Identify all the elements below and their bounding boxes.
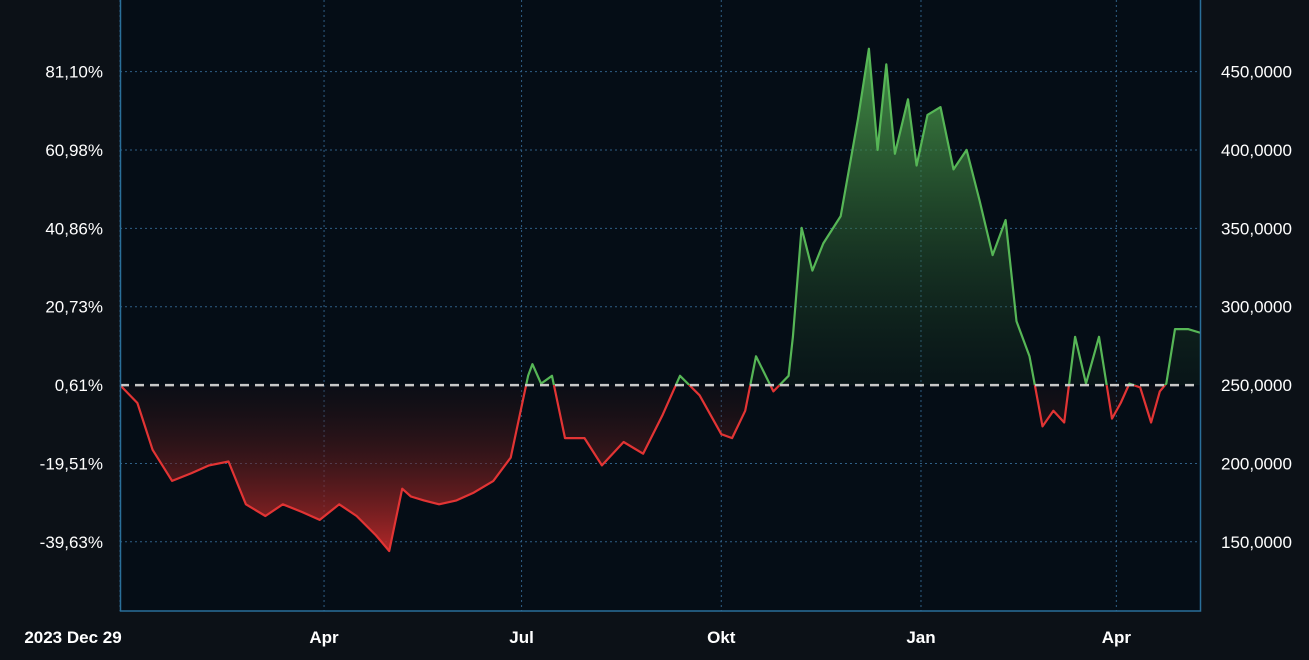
x-axis-tick-label: 2023 Dec 29: [24, 628, 121, 647]
right-axis-tick-label: 250,0000: [1221, 376, 1292, 395]
right-axis-tick-label: 300,0000: [1221, 298, 1292, 317]
series-lines: [120, 47, 1201, 553]
x-axis-tick-label: Okt: [707, 628, 736, 647]
area-fill-negative: [120, 385, 1201, 551]
right-axis-tick-label: 400,0000: [1221, 141, 1292, 160]
x-axis-labels: 2023 Dec 29 Apr Jul Okt Jan Apr: [24, 628, 1131, 647]
area-fill-positive: [526, 48, 1201, 386]
right-axis-tick-label: 450,0000: [1221, 63, 1292, 82]
left-axis-tick-label: 81,10%: [45, 63, 103, 82]
left-axis-tick-label: 20,73%: [45, 298, 103, 317]
x-axis-tick-label: Apr: [1102, 628, 1132, 647]
series-line-positive: [120, 47, 1201, 386]
left-axis-tick-label: 0,61%: [55, 376, 103, 395]
series-line-negative: [120, 385, 1167, 553]
left-axis-tick-label: -39,63%: [40, 533, 103, 552]
area-fills: [120, 48, 1201, 551]
x-axis-tick-label: Jan: [906, 628, 935, 647]
left-axis-tick-label: -19,51%: [40, 454, 103, 473]
x-axis-tick-label: Apr: [309, 628, 339, 647]
right-axis-labels: 450,0000 400,0000 350,0000 300,0000 250,0000…: [1221, 63, 1292, 552]
right-axis-tick-label: 350,0000: [1221, 219, 1292, 238]
right-axis-tick-label: 150,0000: [1221, 533, 1292, 552]
left-axis-tick-label: 60,98%: [45, 141, 103, 160]
plot-background: [120, 0, 1201, 611]
left-axis-tick-label: 40,86%: [45, 219, 103, 238]
plot-frame: [119, 0, 1202, 612]
x-axis-tick-label: Jul: [509, 628, 534, 647]
left-axis-labels: 81,10% 60,98% 40,86% 20,73% 0,61% -19,51% -39,…: [40, 63, 103, 552]
right-axis-tick-label: 200,0000: [1221, 454, 1292, 473]
